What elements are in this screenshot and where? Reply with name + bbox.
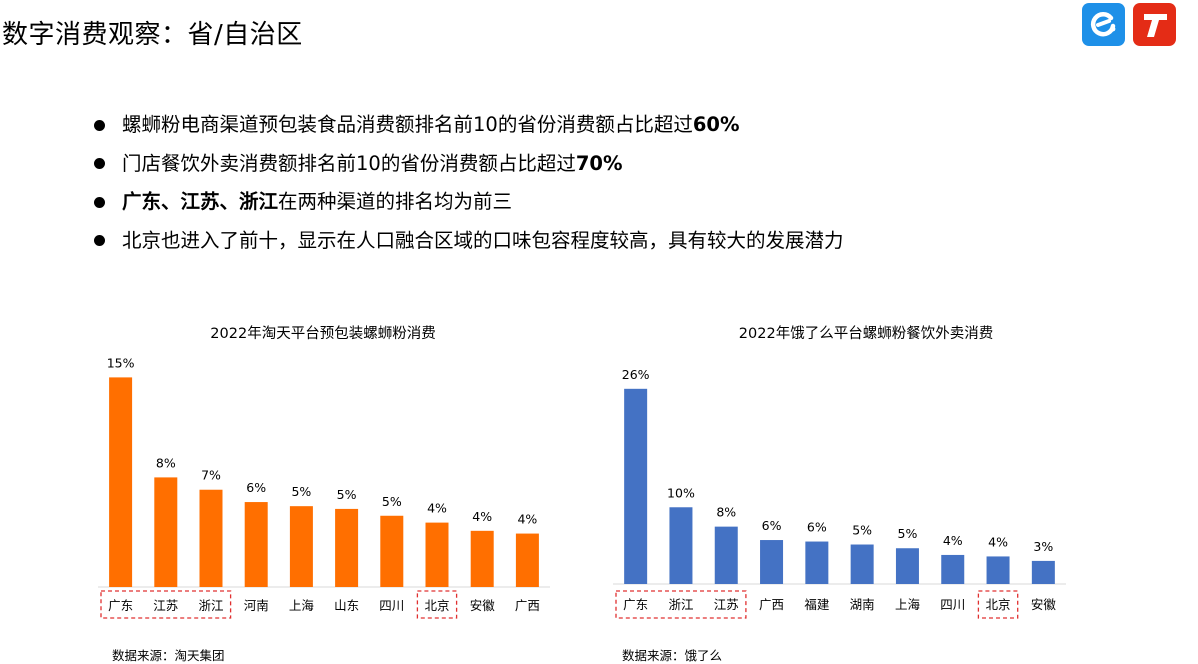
- category-label: 北京: [986, 597, 1011, 612]
- bullet-text: 在两种渠道的排名均为前三: [278, 190, 513, 213]
- category-label: 上海: [289, 598, 315, 613]
- highlight-box: [977, 590, 1019, 619]
- bar: [714, 526, 738, 584]
- data-label: 4%: [472, 509, 492, 524]
- bullet-item: 螺蛳粉电商渠道预包装食品消费额排名前10的省份消费额占比超过 60%: [94, 106, 844, 145]
- data-label: 5%: [337, 487, 357, 502]
- summary-bullet-list: 螺蛳粉电商渠道预包装食品消费额排名前10的省份消费额占比超过 60% 门店餐饮外卖…: [94, 106, 844, 260]
- page-title: 数字消费观察：省/自治区: [2, 20, 303, 50]
- bar: [850, 544, 874, 584]
- bullet-text: 螺蛳粉电商渠道预包装食品消费额排名前10的省份消费额占比超过: [122, 113, 693, 136]
- bar: [986, 556, 1010, 584]
- bullet-dot-icon: [94, 119, 105, 131]
- source-taotian: 数据来源：淘天集团: [112, 648, 225, 663]
- data-label: 5%: [898, 526, 918, 541]
- bar: [805, 541, 829, 584]
- data-label: 5%: [852, 523, 872, 538]
- category-label: 上海: [895, 597, 921, 612]
- bar: [624, 388, 648, 584]
- bullet-dot-icon: [94, 196, 105, 208]
- category-label: 广东: [108, 598, 133, 613]
- category-label: 四川: [379, 598, 404, 613]
- data-label: 5%: [382, 494, 402, 509]
- data-label: 15%: [107, 355, 135, 370]
- bullet-bold-text: 60%: [692, 113, 740, 136]
- bar: [669, 507, 693, 584]
- highlight-box: [615, 590, 747, 619]
- data-label: 8%: [716, 505, 736, 520]
- bar: [244, 502, 268, 587]
- category-label: 北京: [424, 598, 449, 613]
- data-label: 7%: [201, 468, 221, 483]
- bar: [515, 533, 539, 587]
- data-label: 5%: [291, 484, 311, 499]
- category-label: 福建: [804, 597, 830, 612]
- category-label: 安徽: [1031, 597, 1057, 612]
- bar: [1031, 560, 1055, 584]
- bullet-text: 北京也进入了前十，显示在人口融合区域的口味包容程度较高，具有较大的发展潜力: [122, 228, 844, 252]
- category-label: 浙江: [198, 598, 223, 613]
- category-label: 湖南: [850, 597, 875, 612]
- chart-title-taotian: 2022年淘天平台预包装螺蛳粉消费: [210, 326, 436, 342]
- category-label: 四川: [940, 597, 965, 612]
- bar: [425, 522, 449, 587]
- data-label: 4%: [943, 533, 963, 548]
- chart-title-eleme: 2022年饿了么平台螺蛳粉餐饮外卖消费: [738, 326, 994, 342]
- data-label: 10%: [667, 485, 695, 500]
- bar: [109, 377, 133, 587]
- category-label: 河南: [244, 598, 269, 613]
- data-label: 26%: [622, 367, 650, 382]
- highlight-box: [416, 590, 458, 619]
- logo-group: [1082, 3, 1176, 46]
- bullet-bold-text: 广东、江苏、浙江: [122, 190, 279, 213]
- eleme-logo-icon: [1082, 3, 1125, 46]
- bullet-item: 广东、江苏、浙江 在两种渠道的排名均为前三: [94, 183, 844, 222]
- source-eleme: 数据来源：饿了么: [622, 648, 723, 663]
- data-label: 8%: [156, 455, 176, 470]
- bar: [380, 515, 404, 587]
- bullet-text: 门店餐饮外卖消费额排名前10的省份消费额占比超过: [122, 151, 576, 175]
- category-label: 浙江: [668, 597, 693, 612]
- category-label: 广西: [759, 597, 784, 612]
- bar: [335, 508, 359, 587]
- bullet-dot-icon: [94, 158, 105, 170]
- category-label: 广西: [515, 598, 540, 613]
- data-label: 3%: [1033, 539, 1053, 554]
- bar: [289, 506, 313, 587]
- bar: [760, 540, 784, 584]
- category-label: 广东: [623, 597, 648, 612]
- bullet-item: 北京也进入了前十，显示在人口融合区域的口味包容程度较高，具有较大的发展潜力: [94, 222, 844, 261]
- bar: [941, 554, 965, 584]
- tmall-logo-icon: [1133, 3, 1176, 46]
- bar: [470, 530, 494, 587]
- category-label: 江苏: [153, 598, 178, 613]
- bullet-item: 门店餐饮外卖消费额排名前10的省份消费额占比超过 70%: [94, 145, 844, 184]
- data-label: 4%: [988, 534, 1008, 549]
- category-label: 安徽: [470, 598, 496, 613]
- data-label: 6%: [807, 520, 827, 535]
- bullet-dot-icon: [94, 235, 105, 247]
- data-label: 4%: [517, 512, 537, 527]
- bar: [154, 477, 178, 587]
- highlight-box: [100, 590, 232, 619]
- bar: [199, 489, 223, 587]
- data-label: 6%: [762, 518, 782, 533]
- data-label: 4%: [427, 501, 447, 516]
- category-label: 江苏: [714, 597, 739, 612]
- bar: [895, 548, 919, 584]
- category-label: 山东: [334, 598, 359, 613]
- data-label: 6%: [246, 480, 266, 495]
- bullet-bold-text: 70%: [575, 151, 623, 175]
